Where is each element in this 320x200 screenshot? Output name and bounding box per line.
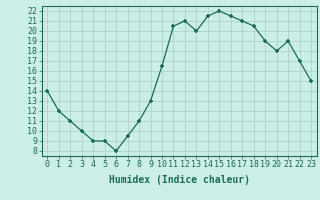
X-axis label: Humidex (Indice chaleur): Humidex (Indice chaleur) <box>109 175 250 185</box>
